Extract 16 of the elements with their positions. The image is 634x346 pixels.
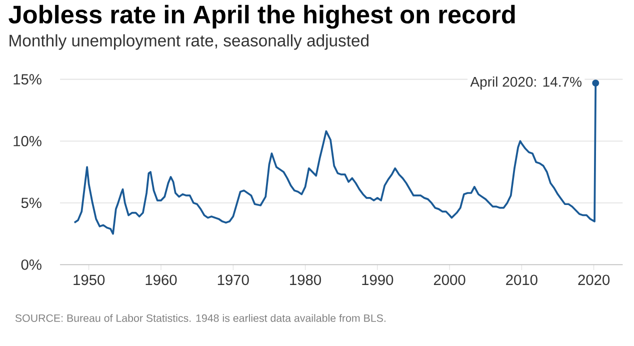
x-tick-label: 1950 (74, 274, 105, 286)
annotation: April 2020: 14.7% (470, 76, 582, 90)
y-tick-label: 10% (14, 136, 42, 146)
source-note: SOURCE: Bureau of Labor Statistics. 1948 is earliest data available from BLS. (15, 314, 386, 322)
x-tick-label: 1970 (218, 274, 249, 286)
x-tick-label: 1990 (362, 274, 394, 286)
chart-title: Jobless rate in April the highest on record (8, 4, 515, 29)
chart-subtitle: Monthly unemployment rate, seasonally adjusted (10, 34, 368, 50)
x-tick-label: 2010 (506, 274, 538, 286)
y-tick-label: 15% (14, 74, 42, 84)
x-tick-label: 1980 (290, 274, 321, 286)
x-tick-label: 2000 (434, 274, 466, 286)
x-tick-label: 1960 (146, 274, 177, 286)
y-tick-label: 5% (21, 198, 42, 208)
y-tick-label: 0% (21, 259, 42, 270)
x-tick-label: 2020 (578, 274, 610, 286)
